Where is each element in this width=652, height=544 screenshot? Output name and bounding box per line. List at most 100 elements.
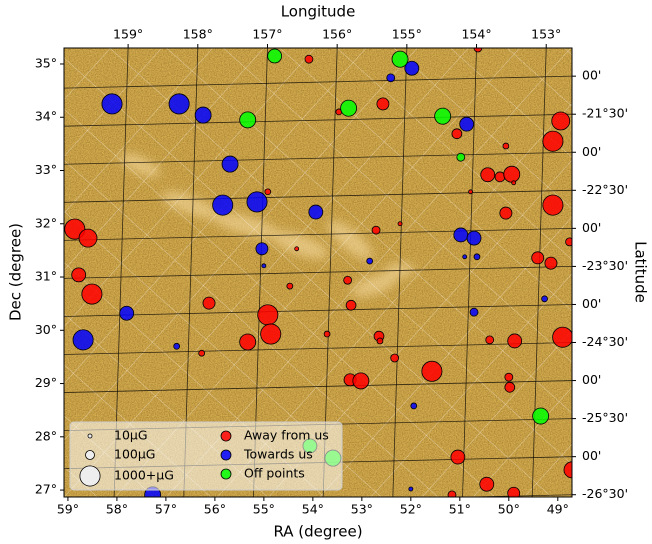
- point: [411, 403, 417, 409]
- point: [305, 55, 313, 63]
- x-tick-label: 56°: [204, 502, 226, 517]
- y2-tick-label: -21°30': [582, 106, 628, 121]
- point: [452, 129, 462, 139]
- legend-size-label: 100μG: [114, 447, 156, 462]
- y2-tick-label: 00': [582, 296, 601, 311]
- point: [353, 373, 369, 389]
- point: [240, 334, 256, 350]
- x-tick-label: 51°: [449, 502, 471, 517]
- point: [309, 205, 323, 219]
- point: [533, 408, 549, 424]
- point: [258, 305, 278, 325]
- y2-tick-label: -22°30': [582, 182, 628, 197]
- point: [543, 195, 563, 215]
- point: [500, 207, 512, 219]
- x2-tick-label: 156°: [322, 27, 352, 42]
- point: [448, 491, 456, 499]
- x-tick-label: 59°: [57, 502, 79, 517]
- point: [169, 94, 189, 114]
- point: [213, 195, 233, 215]
- y2-axis-label: Latitude: [632, 241, 650, 303]
- point: [454, 228, 468, 242]
- x-tick-label: 53°: [351, 502, 373, 517]
- legend-label: Towards us: [243, 447, 313, 462]
- y-tick-label: 30°: [35, 322, 57, 337]
- y2-tick-label: -23°30': [582, 258, 628, 273]
- point: [504, 166, 520, 182]
- point: [552, 112, 570, 130]
- y2-tick-label: -25°30': [582, 410, 628, 425]
- point: [486, 336, 494, 344]
- point: [481, 168, 495, 182]
- x2-tick-label: 158°: [183, 27, 213, 42]
- point: [203, 297, 215, 309]
- point: [346, 300, 356, 310]
- legend-size-label: 1000+μG: [114, 468, 174, 483]
- y-tick-label: 28°: [35, 428, 57, 443]
- point: [469, 190, 473, 194]
- point: [79, 229, 97, 247]
- point: [392, 51, 408, 67]
- point: [324, 331, 330, 337]
- legend-swatch: [221, 469, 231, 479]
- x2-tick-label: 155°: [392, 27, 422, 42]
- point: [268, 49, 282, 63]
- x-tick-label: 52°: [400, 502, 422, 517]
- point: [377, 98, 389, 110]
- point: [467, 231, 481, 245]
- x-tick-label: 58°: [106, 502, 128, 517]
- x-tick-label: 57°: [155, 502, 177, 517]
- legend-swatch: [221, 450, 231, 460]
- point: [195, 107, 211, 123]
- point: [102, 94, 122, 114]
- legend-size-marker: [85, 450, 94, 459]
- x-tick-label: 50°: [498, 502, 520, 517]
- point: [542, 296, 548, 302]
- point: [463, 255, 467, 259]
- point: [72, 268, 86, 282]
- point: [474, 254, 480, 260]
- point: [409, 487, 413, 491]
- x-tick-label: 54°: [302, 502, 324, 517]
- point: [377, 338, 383, 344]
- point: [460, 117, 474, 131]
- point: [398, 222, 402, 226]
- point: [505, 373, 513, 381]
- x-tick-label: 49°: [547, 502, 569, 517]
- y-tick-label: 32°: [35, 215, 57, 230]
- point: [174, 343, 180, 349]
- y2-tick-label: 00': [582, 372, 601, 387]
- y2-tick-label: 00': [582, 448, 601, 463]
- y2-tick-label: -24°30': [582, 334, 628, 349]
- point: [387, 74, 395, 82]
- point: [341, 100, 357, 116]
- point: [532, 252, 544, 264]
- point: [480, 477, 494, 491]
- point: [287, 283, 293, 289]
- point: [240, 112, 256, 128]
- y-tick-label: 33°: [35, 162, 57, 177]
- point: [545, 257, 557, 269]
- point: [435, 108, 451, 124]
- point: [295, 247, 299, 251]
- y2-tick-label: -26°30': [582, 486, 628, 501]
- y-tick-label: 27°: [35, 482, 57, 497]
- point: [247, 192, 267, 212]
- point: [222, 156, 238, 172]
- y2-tick-label: 00': [582, 68, 601, 83]
- point: [344, 276, 352, 284]
- y-tick-label: 29°: [35, 375, 57, 390]
- point: [512, 181, 516, 185]
- x2-tick-label: 153°: [531, 27, 561, 42]
- y2-tick-label: 00': [582, 144, 601, 159]
- y-axis-label: Dec (degree): [7, 223, 25, 321]
- legend-size-marker: [88, 434, 92, 438]
- x2-axis-label: Longitude: [281, 3, 356, 21]
- y-tick-label: 31°: [35, 269, 57, 284]
- point: [261, 324, 281, 344]
- legend-size-label: 10μG: [114, 428, 148, 443]
- chart: 59°58°57°56°55°54°53°52°51°50°49°27°28°2…: [0, 0, 652, 544]
- x2-tick-label: 154°: [461, 27, 491, 42]
- point: [199, 350, 205, 356]
